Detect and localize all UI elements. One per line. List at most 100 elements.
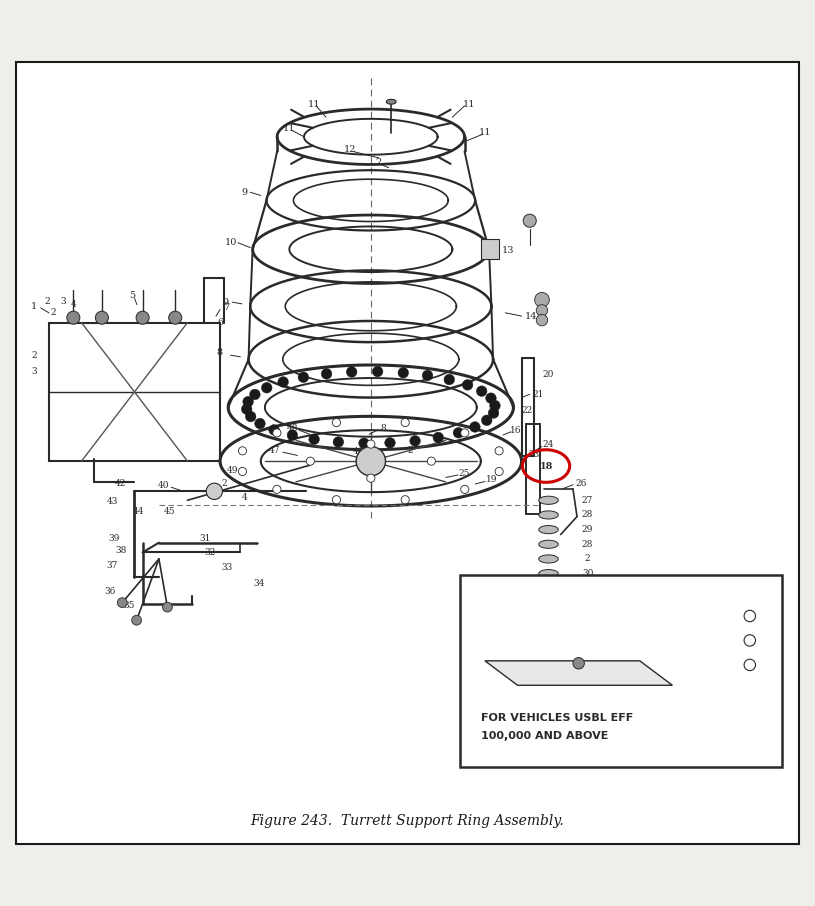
Text: 20: 20 (567, 642, 579, 651)
Text: 24: 24 (543, 440, 554, 449)
Circle shape (241, 404, 252, 414)
Text: 32: 32 (205, 548, 216, 557)
Circle shape (132, 615, 142, 625)
Circle shape (460, 429, 469, 437)
Text: 20: 20 (543, 371, 554, 380)
Text: 3: 3 (32, 367, 37, 376)
Circle shape (410, 436, 421, 446)
Text: 9: 9 (222, 298, 229, 307)
Text: FOR VEHICLES USBL EFF: FOR VEHICLES USBL EFF (481, 713, 633, 723)
Circle shape (495, 467, 503, 476)
Circle shape (136, 311, 149, 324)
Text: 42: 42 (115, 478, 126, 487)
Circle shape (95, 311, 108, 324)
Ellipse shape (539, 554, 558, 563)
Circle shape (401, 419, 409, 427)
Text: 2: 2 (51, 307, 55, 316)
Text: 1: 1 (31, 302, 37, 311)
Text: 7: 7 (223, 304, 230, 313)
Text: 26: 26 (575, 478, 587, 487)
Text: 40: 40 (157, 481, 169, 490)
Text: 14: 14 (524, 312, 537, 321)
Circle shape (444, 374, 455, 385)
Bar (481, 239, 499, 259)
Ellipse shape (539, 496, 558, 505)
Text: 16: 16 (510, 426, 522, 435)
Text: 11: 11 (283, 124, 296, 133)
Circle shape (422, 371, 433, 381)
Text: 25: 25 (459, 469, 470, 477)
Ellipse shape (539, 540, 558, 548)
Circle shape (427, 457, 435, 465)
Circle shape (254, 419, 265, 429)
Circle shape (309, 434, 319, 445)
Text: 49: 49 (227, 467, 238, 476)
Text: 2: 2 (376, 158, 382, 167)
Text: 3: 3 (61, 297, 66, 306)
Circle shape (462, 380, 473, 390)
Circle shape (243, 396, 253, 407)
Circle shape (306, 457, 315, 465)
Circle shape (273, 429, 281, 437)
Text: 29: 29 (582, 525, 593, 535)
Text: 12: 12 (344, 145, 357, 154)
Text: 11: 11 (462, 100, 475, 109)
Text: 2: 2 (45, 297, 50, 306)
Circle shape (249, 390, 260, 400)
Text: 33: 33 (221, 563, 232, 572)
Text: 11: 11 (307, 100, 320, 109)
Circle shape (536, 304, 548, 316)
Text: 13: 13 (501, 246, 514, 255)
Text: 10: 10 (224, 238, 237, 247)
Text: 27: 27 (582, 496, 593, 505)
Text: 21: 21 (532, 390, 544, 399)
Circle shape (67, 311, 80, 324)
Circle shape (278, 377, 289, 387)
Text: 5: 5 (129, 291, 135, 300)
Text: 21: 21 (516, 595, 527, 604)
Text: 45: 45 (164, 507, 175, 516)
Circle shape (269, 425, 280, 435)
Text: 35: 35 (123, 601, 134, 610)
Text: Figure 243.  Turrett Support Ring Assembly.: Figure 243. Turrett Support Ring Assembl… (251, 814, 564, 828)
Circle shape (482, 415, 492, 426)
Circle shape (262, 382, 272, 393)
Circle shape (469, 421, 480, 432)
Circle shape (298, 372, 309, 382)
Ellipse shape (539, 511, 558, 519)
Circle shape (573, 658, 584, 669)
Text: 18: 18 (540, 461, 553, 470)
Ellipse shape (386, 100, 396, 104)
Text: 2: 2 (32, 351, 37, 360)
Circle shape (385, 438, 395, 448)
Circle shape (169, 311, 182, 324)
Text: 48: 48 (287, 424, 298, 433)
Circle shape (206, 483, 222, 499)
Text: 6: 6 (217, 318, 223, 327)
Text: 30: 30 (582, 569, 593, 578)
Text: 100,000 AND ABOVE: 100,000 AND ABOVE (481, 731, 608, 741)
Circle shape (273, 486, 281, 494)
Ellipse shape (539, 570, 558, 578)
Text: 8: 8 (380, 424, 386, 433)
Circle shape (333, 419, 341, 427)
Circle shape (372, 366, 383, 377)
Text: 19: 19 (486, 476, 497, 485)
Circle shape (398, 368, 408, 378)
Circle shape (495, 447, 503, 455)
Text: 22: 22 (522, 406, 533, 415)
Text: 46: 46 (353, 447, 364, 456)
Text: 28: 28 (582, 540, 593, 549)
Text: 31: 31 (200, 534, 211, 543)
Circle shape (333, 496, 341, 504)
Text: 43: 43 (107, 497, 118, 506)
Circle shape (239, 467, 247, 476)
Bar (460, 575, 782, 766)
Circle shape (535, 293, 549, 307)
Circle shape (536, 314, 548, 326)
Text: 23: 23 (634, 579, 645, 588)
Circle shape (356, 447, 385, 476)
Circle shape (367, 474, 375, 482)
Circle shape (486, 393, 496, 403)
Text: 38: 38 (115, 546, 126, 555)
